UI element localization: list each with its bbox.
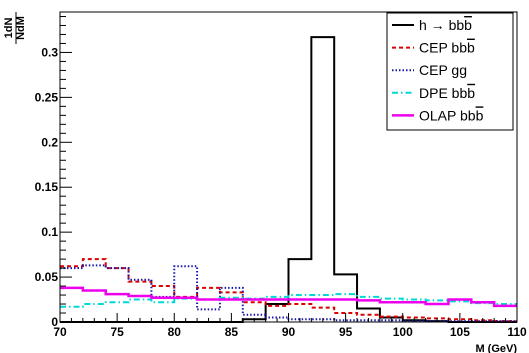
legend-entry-3: CEP gg [419, 62, 467, 78]
y-tick-label-0: 0 [51, 315, 58, 329]
y-tick-label-0p15: 0.15 [35, 180, 59, 194]
legend-entry-5: OLAP bbb [419, 107, 484, 123]
y-tick-label-0p3: 0.3 [41, 45, 58, 59]
legend-entry-label: h → bb [419, 17, 464, 33]
legend-entry-label: CEP gg [419, 62, 467, 78]
y-tick-label-0p1: 0.1 [41, 225, 58, 239]
legend-box [386, 12, 514, 131]
y-axis-label-denominator: NdM [15, 16, 27, 40]
legend-entry-1: h → bbb [419, 17, 472, 33]
y-tick-label-0p25: 0.25 [35, 90, 59, 104]
y-tick-label-0p05: 0.05 [35, 270, 59, 284]
x-tick-label-95: 95 [339, 325, 353, 339]
legend-entry-antiquark: b [467, 40, 475, 56]
legend-entry-antiquark: b [476, 107, 484, 123]
x-axis-label: M (GeV) [475, 343, 517, 353]
ticks-layer: 70 75 80 85 90 95 100 105 110 0 0.05 0.1 0.15 0.2 0.25… [35, 15, 527, 339]
x-tick-label-105: 105 [450, 325, 470, 339]
legend-entry-4: DPE bbb [419, 85, 475, 101]
legend-entry-label: DPE bb [419, 85, 467, 101]
x-tick-label-75: 75 [110, 325, 124, 339]
y-tick-label-0p2: 0.2 [41, 135, 58, 149]
x-tick-label-90: 90 [282, 325, 296, 339]
legend-entry-label: OLAP bb [419, 107, 476, 123]
legend-entry-antiquark: b [467, 85, 475, 101]
x-tick-label-100: 100 [393, 325, 413, 339]
x-tick-label-110: 110 [507, 325, 527, 339]
y-axis-label-numerator: 1dN [3, 18, 15, 39]
x-tick-label-70: 70 [53, 325, 67, 339]
legend-entry-label: CEP bb [419, 40, 467, 56]
series-line-4 [60, 293, 517, 308]
series-line-5 [60, 286, 517, 308]
legend-entry-2: CEP bbb [419, 40, 475, 56]
x-tick-label-80: 80 [168, 325, 182, 339]
y-axis-label: 1dN NdM [3, 12, 27, 44]
x-tick-label-85: 85 [225, 325, 239, 339]
legend-entry-antiquark: b [464, 17, 472, 33]
